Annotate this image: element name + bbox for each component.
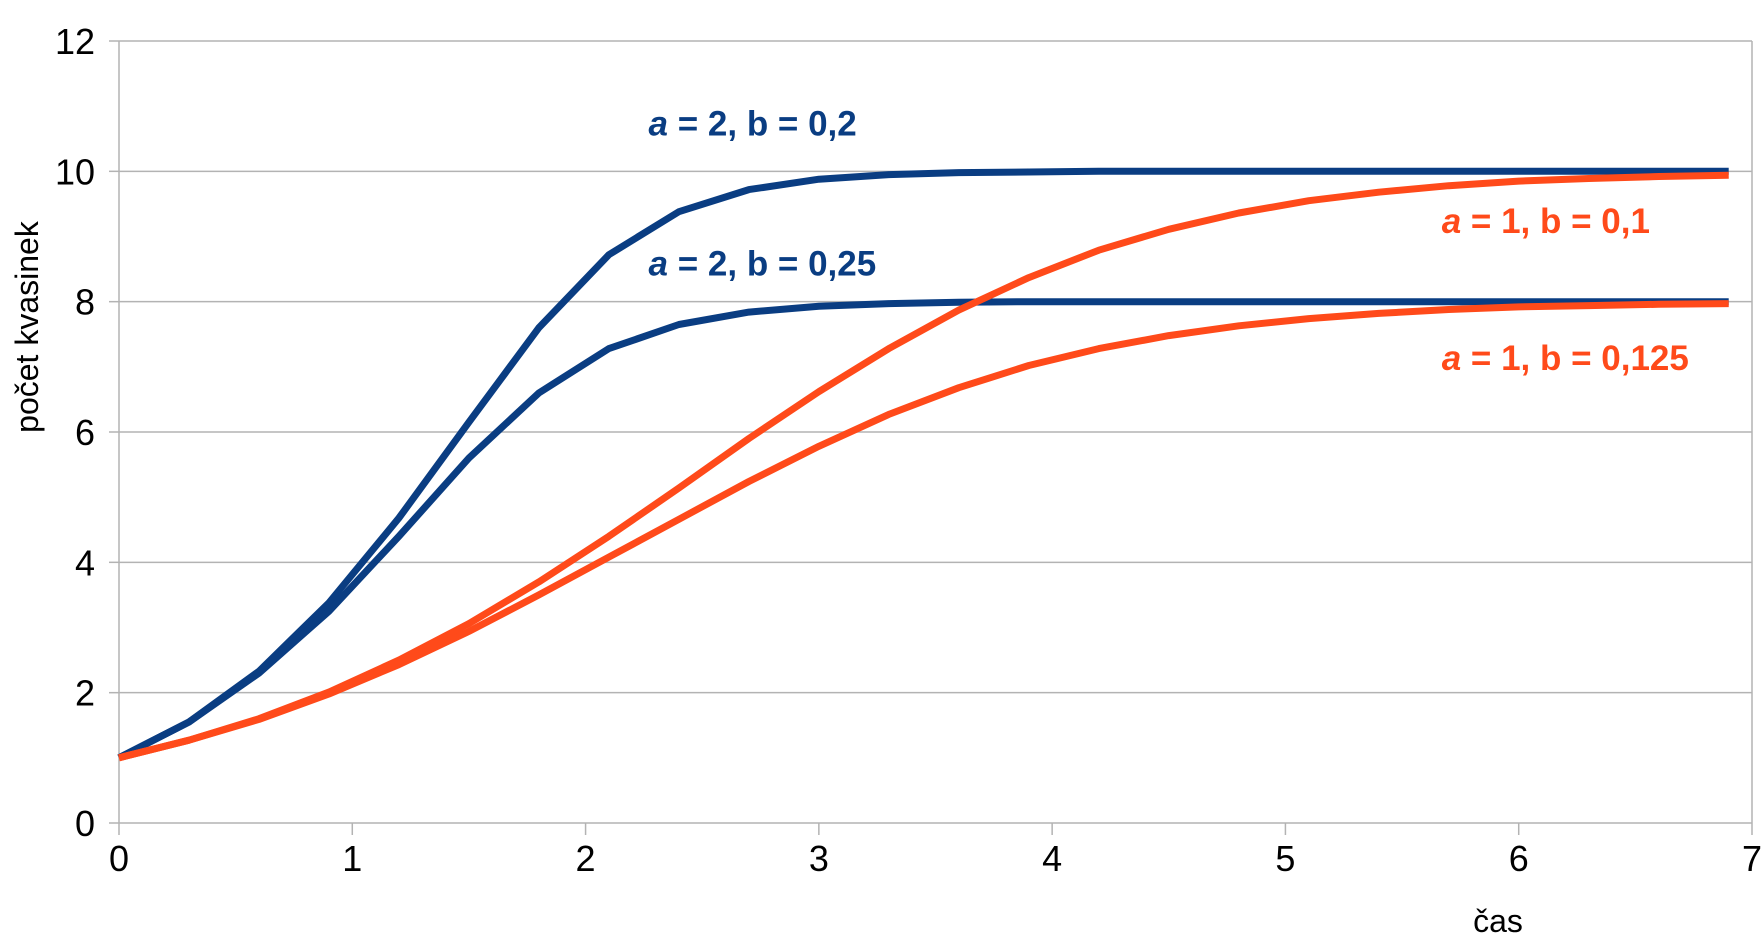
x-tick-label: 3	[809, 838, 829, 879]
x-tick-label: 6	[1509, 838, 1529, 879]
y-tick-label: 12	[55, 21, 95, 62]
x-axis-title: čas	[1473, 903, 1523, 939]
y-tick-label: 8	[75, 282, 95, 323]
series-label-2: a = 2, b = 0,25	[649, 245, 877, 284]
series-label-4: a = 1, b = 0,125	[1442, 339, 1689, 378]
y-tick-label: 10	[55, 151, 95, 192]
x-tick-labels: 0 1 2 3 4 5 6 7	[109, 838, 1762, 879]
series-label-1: a = 2, b = 0,2	[649, 104, 857, 143]
series-line-1	[117, 167, 1729, 761]
x-tick-label: 4	[1042, 838, 1062, 879]
y-tick-label: 6	[75, 412, 95, 453]
series-label-3: a = 1, b = 0,1	[1442, 202, 1650, 241]
series-lines	[117, 167, 1729, 762]
series-line-4	[118, 300, 1729, 762]
y-tick-label: 4	[75, 542, 95, 583]
x-tick-label: 7	[1742, 838, 1762, 879]
x-tick-label: 0	[109, 838, 129, 879]
series-line-3	[118, 171, 1729, 762]
y-tick-label: 0	[75, 803, 95, 844]
y-tick-label: 2	[75, 673, 95, 714]
x-tick-label: 1	[342, 838, 362, 879]
y-tick-labels: 0 2 4 6 8 10 12	[55, 21, 95, 844]
x-tick-label: 2	[576, 838, 596, 879]
x-tick-label: 5	[1275, 838, 1295, 879]
y-axis-title: počet kvasinek	[9, 220, 45, 433]
series-line-2	[117, 298, 1729, 761]
axes	[109, 40, 1753, 835]
series-labels: a = 2, b = 0,2 a = 2, b = 0,25 a = 1, b = …	[649, 104, 1689, 378]
